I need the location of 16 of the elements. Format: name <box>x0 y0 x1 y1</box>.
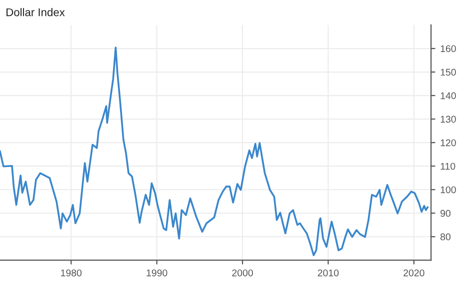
x-tick-label: 2000 <box>232 269 253 276</box>
y-tick-label: 140 <box>440 92 456 100</box>
y-tick-label: 150 <box>440 68 456 76</box>
y-tick-label: 100 <box>440 186 456 194</box>
x-tick-label: 2020 <box>404 269 424 276</box>
y-tick-label: 130 <box>440 116 456 123</box>
y-tick-label: 80 <box>440 233 450 240</box>
x-tick-label: 1980 <box>61 269 82 276</box>
y-tick-label: 90 <box>440 210 450 217</box>
y-tick-label: 120 <box>440 139 456 146</box>
chart-title: Dollar Index <box>6 8 65 16</box>
y-tick-label: 110 <box>440 162 456 170</box>
x-tick-label: 1990 <box>146 269 168 276</box>
y-tick-label: 160 <box>440 45 456 52</box>
x-tick-label: 2010 <box>318 269 339 276</box>
line-series <box>0 46 429 256</box>
